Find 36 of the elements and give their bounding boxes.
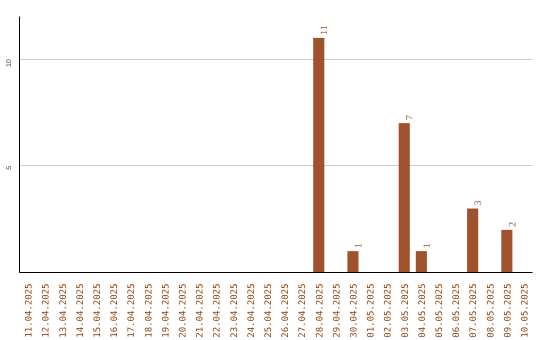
x-tick-label: 26.04.2025	[281, 283, 292, 338]
x-tick-label: 28.04.2025	[315, 283, 326, 338]
data-label: 11	[319, 25, 330, 35]
data-label: 1	[353, 243, 364, 248]
x-tick-label: 09.05.2025	[503, 283, 514, 338]
x-tick-label: 06.05.2025	[452, 283, 462, 338]
x-tick-label: 02.05.2025	[384, 283, 394, 338]
x-tick-label: 20.04.2025	[178, 283, 188, 338]
data-label: 7	[404, 115, 416, 120]
x-tick-label: 13.04.2025	[58, 283, 69, 338]
x-tick-label: 19.04.2025	[161, 283, 172, 338]
x-tick-label: 21.04.2025	[196, 283, 206, 338]
data-label: 3	[473, 200, 484, 206]
x-tick-label: 11.04.2025	[24, 283, 35, 338]
data-label: 1	[422, 243, 433, 248]
x-tick-label: 03.05.2025	[400, 283, 411, 338]
x-tick-label: 12.04.2025	[42, 283, 52, 338]
x-tick-label: 10.05.2025	[520, 283, 530, 338]
x-tick-label: 29.04.2025	[332, 283, 342, 338]
x-tick-label: 01.05.2025	[366, 283, 377, 338]
x-tick-label: 15.04.2025	[92, 283, 103, 338]
x-tick-label: 16.04.2025	[110, 283, 120, 338]
x-tick-label: 17.04.2025	[127, 283, 138, 338]
x-tick-label: 22.04.2025	[212, 283, 223, 338]
x-tick-label: 27.04.2025	[298, 283, 308, 338]
x-tick-label: 25.04.2025	[264, 283, 274, 338]
x-tick-label: 30.04.2025	[349, 283, 360, 338]
data-label: 2	[507, 222, 518, 227]
x-tick-label: 24.04.2025	[246, 283, 257, 338]
x-tick-label: 08.05.2025	[486, 283, 496, 338]
x-tick-label: 07.05.2025	[469, 283, 480, 338]
x-tick-label: 14.04.2025	[76, 283, 86, 338]
x-tick-label: 23.04.2025	[230, 283, 240, 338]
x-tick-label: 05.05.2025	[434, 283, 445, 338]
x-tick-label: 04.05.2025	[418, 283, 428, 338]
x-tick-label: 18.04.2025	[144, 283, 154, 338]
